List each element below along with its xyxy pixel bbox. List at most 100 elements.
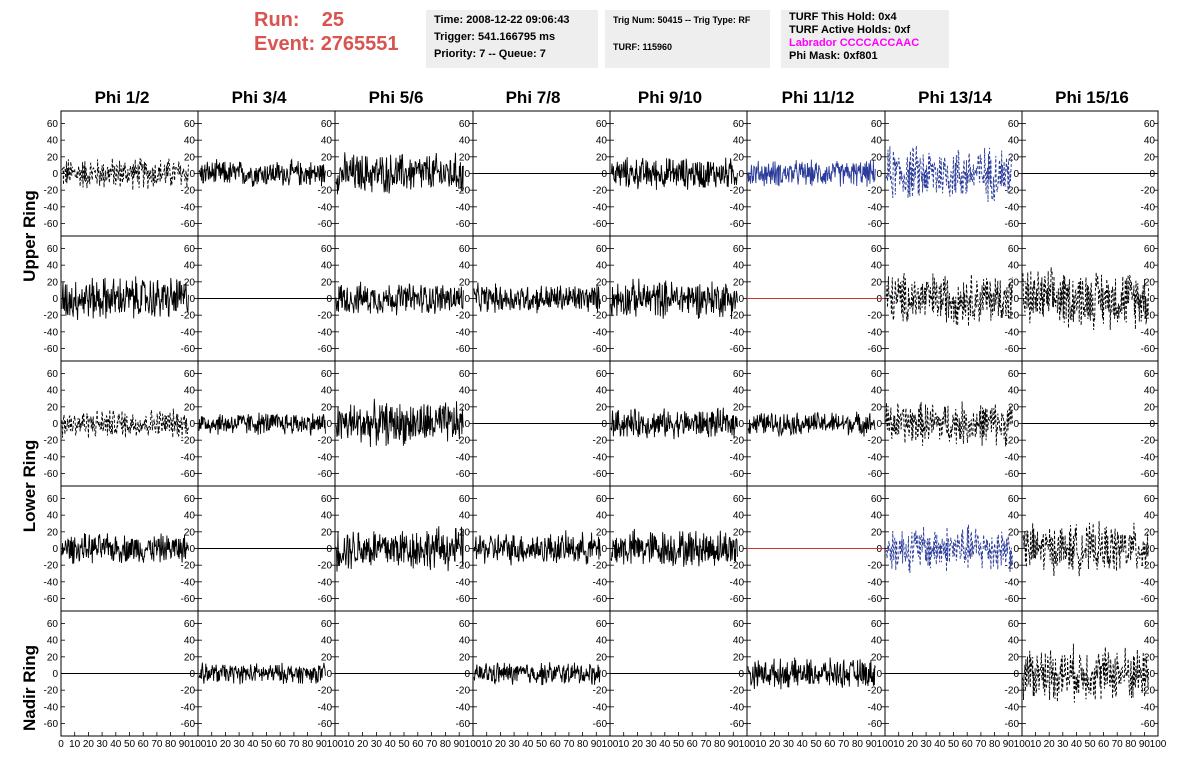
y-tick-label: 20 [1008,152,1020,163]
y-tick-label: 40 [733,636,745,647]
y-tick-label: -40 [868,202,883,213]
panel-r1-c2: -60 -40 -20 0 20 40 60 [334,235,474,362]
y-tick-label: 60 [1008,369,1020,380]
y-tick-label: 20 [184,402,196,413]
y-tick-label: 40 [1008,261,1020,272]
y-tick-label: -20 [44,311,59,322]
y-tick-label: -40 [181,702,196,713]
panel-r1-c3: -60 -40 -20 0 20 40 60 [472,235,611,362]
x-tick-label: 40 [385,739,397,750]
event-value: 2765551 [320,33,399,55]
y-tick-label: -40 [593,702,608,713]
y-tick-label: -60 [44,344,59,355]
y-tick-label: 40 [321,261,333,272]
y-tick-label: -20 [868,561,883,572]
x-tick-label: 50 [536,739,548,750]
y-tick-label: -60 [868,344,883,355]
y-tick-label: 20 [1008,527,1020,538]
y-tick-label: -40 [868,452,883,463]
x-tick-label: 80 [577,739,589,750]
y-tick-label: -60 [44,594,59,605]
y-tick-label: -40 [318,327,333,338]
y-tick-label: -40 [730,202,745,213]
y-tick-label: 0 [876,669,882,680]
y-tick-label: 40 [1144,636,1156,647]
y-tick-label: -20 [730,561,745,572]
y-tick-label: -20 [456,686,471,697]
y-tick-label: 0 [876,294,882,305]
panel-r1-c6: -60 -40 -20 0 20 40 60 [884,235,1023,362]
y-tick-label: 40 [1144,511,1156,522]
y-tick-label: -40 [44,702,59,713]
turf-text: TURF: 115960 [613,42,673,52]
y-tick-label: -20 [1005,561,1020,572]
y-tick-label: -60 [868,219,883,230]
y-tick-label: -20 [730,311,745,322]
x-tick-label: 100 [877,739,894,750]
waveform-trace [335,281,464,316]
x-tick-label: 30 [371,739,383,750]
y-tick-label: 20 [871,152,883,163]
y-tick-label: 40 [184,636,196,647]
panel-r0-c7: -60 -40 -20 0 20 40 60 [1021,110,1159,237]
x-tick-label: 20 [1044,739,1056,750]
y-tick-label: 40 [321,511,333,522]
y-tick-label: -20 [1141,311,1156,322]
y-tick-label: -60 [181,719,196,730]
y-tick-label: 20 [733,152,745,163]
y-tick-label: 40 [733,136,745,147]
y-tick-label: -40 [181,577,196,588]
waveform-trace [885,401,1013,447]
y-tick-label: 40 [184,386,196,397]
x-tick-label: 60 [1098,739,1110,750]
x-tick-label: 60 [824,739,836,750]
x-tick-label: 10 [343,739,355,750]
y-tick-label: 40 [321,386,333,397]
y-tick-label: -20 [868,186,883,197]
x-tick-label: 70 [288,739,300,750]
y-tick-label: -40 [1141,452,1156,463]
panel-r0-c4: -60 -40 -20 0 20 40 60 [609,110,748,237]
y-tick-label: 20 [733,402,745,413]
y-tick-label: 60 [871,244,883,255]
y-tick-label: 60 [733,244,745,255]
x-tick-label: 50 [1084,739,1096,750]
x-tick-label: 100 [602,739,619,750]
y-tick-label: -60 [1005,594,1020,605]
trigger-info-box: Trig Num: 50415 -- Trig Type: RF TURF: 1… [605,10,770,68]
y-tick-label: 40 [1008,636,1020,647]
y-tick-label: 40 [871,636,883,647]
y-tick-label: 0 [464,544,470,555]
y-tick-label: 60 [459,494,471,505]
y-tick-label: -60 [730,594,745,605]
y-tick-label: -20 [44,561,59,572]
y-tick-label: -40 [181,452,196,463]
x-tick-label: 10 [893,739,905,750]
x-tick-label: 90 [591,739,603,750]
waveform-trace [747,411,876,437]
y-tick-label: 40 [459,386,471,397]
x-tick-label: 30 [1057,739,1069,750]
y-tick-label: -20 [593,561,608,572]
y-tick-label: 20 [459,527,471,538]
y-tick-label: -40 [181,327,196,338]
y-tick-label: 20 [321,277,333,288]
x-tick-label: 100 [465,739,482,750]
y-tick-label: 40 [47,261,59,272]
y-tick-label: 60 [184,619,196,630]
y-tick-label: 0 [876,544,882,555]
panel-r0-c6: -60 -40 -20 0 20 40 60 [884,110,1023,237]
y-tick-label: -60 [730,469,745,480]
y-tick-label: 60 [47,369,59,380]
y-tick-label: 40 [596,261,608,272]
y-tick-label: 60 [596,119,608,130]
panel-r2-c0: -60 -60 -40 -40 -20 -20 0 0 20 20 40 40 60 60 [44,360,199,487]
y-tick-label: 20 [596,277,608,288]
y-tick-label: -20 [318,186,333,197]
x-tick-label: 70 [700,739,712,750]
time-text: Time: 2008-12-22 09:06:43 [434,14,570,26]
y-tick-label: 60 [596,244,608,255]
